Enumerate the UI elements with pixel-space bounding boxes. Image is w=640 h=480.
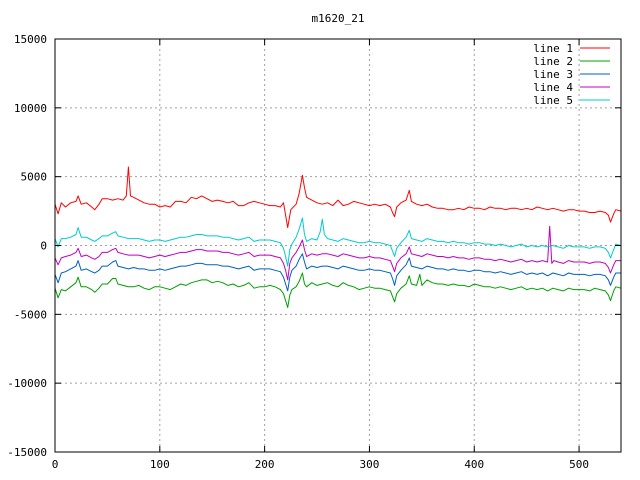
grid-lines bbox=[55, 39, 621, 452]
y-tick-label: -10000 bbox=[7, 377, 47, 390]
x-tick-label: 500 bbox=[569, 458, 589, 471]
series-line-2 bbox=[54, 272, 622, 308]
legend-label: line 2 bbox=[533, 55, 573, 68]
series-line-3 bbox=[54, 253, 621, 292]
series-line-1 bbox=[54, 166, 622, 229]
legend-label: line 1 bbox=[533, 42, 573, 55]
legend-label: line 5 bbox=[533, 94, 573, 107]
series-line-4 bbox=[54, 225, 621, 281]
y-tick-label: -5000 bbox=[14, 308, 47, 321]
legend-label: line 3 bbox=[533, 68, 573, 81]
x-tick-label: 100 bbox=[150, 458, 170, 471]
y-tick-label: 15000 bbox=[14, 33, 47, 46]
x-tick-label: 400 bbox=[464, 458, 484, 471]
x-tick-label: 200 bbox=[255, 458, 275, 471]
series-lines bbox=[54, 166, 622, 308]
y-axis: -15000 -10000 -5000 0 5000 10000 15000 bbox=[7, 33, 621, 459]
x-axis: 0 100 200 300 400 500 bbox=[52, 39, 589, 471]
legend-label: line 4 bbox=[533, 81, 573, 94]
y-tick-label: 10000 bbox=[14, 102, 47, 115]
y-tick-label: 0 bbox=[40, 240, 47, 253]
y-tick-label: -15000 bbox=[7, 446, 47, 459]
series-line-5 bbox=[54, 217, 622, 267]
chart-title: m1620_21 bbox=[312, 12, 365, 25]
x-tick-label: 0 bbox=[52, 458, 59, 471]
x-tick-label: 300 bbox=[360, 458, 380, 471]
y-tick-label: 5000 bbox=[21, 171, 48, 184]
